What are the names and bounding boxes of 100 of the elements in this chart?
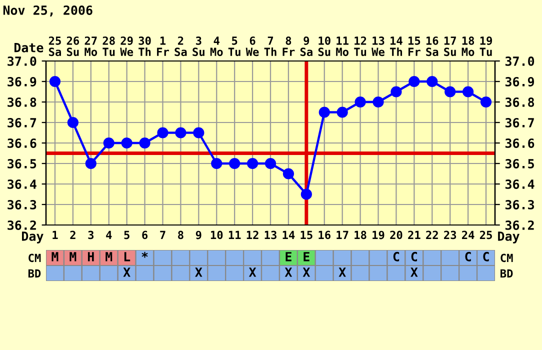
point <box>462 86 474 98</box>
x-tick-label: 22 <box>426 230 438 239</box>
text: X <box>410 268 418 277</box>
category-label: BD <box>500 269 513 278</box>
x2-tick-label: 25 Sa <box>48 36 61 56</box>
x-tick-label: 6 <box>142 230 148 240</box>
x2-tick-label: 27 Mo <box>84 36 98 56</box>
text: L <box>124 252 130 262</box>
y-tick-label: 36.8 <box>8 97 36 107</box>
text: M <box>70 252 76 262</box>
x-tick-label: 4 <box>106 230 112 239</box>
x-tick-label: 1 <box>52 230 58 239</box>
x2-tick-label: 7 Th <box>264 36 276 56</box>
x2-tick-label: 8 Fr <box>282 36 295 56</box>
x2-tick-label: 6 We <box>246 36 259 56</box>
x2-tick-label: 4 Mo <box>210 36 223 56</box>
point <box>264 158 276 170</box>
y2-tick-label: 36.6 <box>505 138 534 148</box>
point <box>157 127 168 138</box>
text: X <box>195 268 202 277</box>
x2-tick-label: 18 Mo <box>462 36 474 56</box>
x-tick-label: 14 <box>282 230 295 239</box>
y-tick-label: 36.6 <box>8 138 36 148</box>
x-tick-label: 3 <box>88 230 94 240</box>
x-tick-label: 20 <box>390 230 402 240</box>
point <box>193 127 204 138</box>
text: M <box>106 252 112 262</box>
text: Day <box>498 232 520 244</box>
category-label: CM <box>28 254 41 262</box>
y-tick-label: 37.0 <box>8 56 36 66</box>
x-tick-label: 10 <box>210 230 223 240</box>
x-tick-label: 23 <box>444 230 456 240</box>
point <box>480 96 492 108</box>
y2-tick-label: 36.7 <box>505 118 534 128</box>
x-tick-label: 9 <box>196 230 202 240</box>
x-tick-label: 15 <box>300 230 312 240</box>
x2-tick-label: 16 Sa <box>426 36 438 56</box>
y2-tick-label: 37.0 <box>505 56 534 66</box>
x2-tick-label: 19 Tu <box>480 36 492 56</box>
point <box>408 76 420 88</box>
x-tick-label: 16 <box>318 230 330 240</box>
text: X <box>302 268 310 277</box>
y2-tick-label: 36.3 <box>505 200 534 210</box>
text: X <box>123 268 130 277</box>
x2-tick-label: 30 Th <box>138 36 151 56</box>
x2-tick-label: 10 Su <box>318 36 330 56</box>
x2-axis-title: Date <box>14 43 44 52</box>
x-tick-label: 11 <box>228 230 241 239</box>
y2-tick-label: 36.2 <box>505 220 534 230</box>
x-tick-label: 17 <box>336 230 348 239</box>
y-tick-label: 36.9 <box>8 76 36 86</box>
point <box>300 188 312 200</box>
text: C <box>393 252 400 262</box>
y2-tick-label: 36.5 <box>505 158 534 168</box>
x-axis-title: Day <box>22 232 44 244</box>
x-tick-label: 12 <box>246 230 258 239</box>
x-tick-label: 24 <box>462 230 474 239</box>
x-tick-label: 19 <box>372 230 384 240</box>
x2-tick-label: 1 Fr <box>157 36 169 56</box>
text: C <box>483 252 489 262</box>
y-tick-label: 36.4 <box>8 179 36 189</box>
x2-tick-label: 15 Fr <box>408 36 420 56</box>
point <box>229 158 240 170</box>
x2-tick-label: 14 Th <box>390 36 402 56</box>
x2-tick-label: 2 Sa <box>174 36 187 56</box>
y-tick-label: 36.3 <box>8 200 36 210</box>
text: X <box>248 268 256 277</box>
text: C <box>411 252 418 262</box>
point <box>372 96 384 108</box>
x2-tick-label: 26 Su <box>66 36 80 56</box>
text: C <box>465 252 471 262</box>
point <box>139 137 150 149</box>
text: H <box>88 252 94 262</box>
x-tick-label: 13 <box>264 230 276 240</box>
y-tick-label: 36.5 <box>8 158 36 168</box>
point <box>444 86 456 98</box>
x2-tick-label: 9 Sa <box>300 36 312 56</box>
point <box>175 127 186 138</box>
x2-tick-label: 11 Mo <box>336 36 348 56</box>
x-tick-label: 21 <box>408 230 420 239</box>
text: X <box>338 268 346 277</box>
text: * <box>142 252 148 258</box>
y2-tick-label: 36.9 <box>505 76 534 86</box>
point <box>211 158 222 170</box>
point <box>426 76 438 88</box>
x2-tick-label: 12 Tu <box>354 36 366 56</box>
y2-tick-label: 36.8 <box>505 97 534 107</box>
x-tick-label: 18 <box>354 230 366 240</box>
point <box>318 106 330 118</box>
category-label: BD <box>28 269 41 278</box>
text: M <box>52 252 58 262</box>
point <box>103 137 114 149</box>
point <box>354 96 366 108</box>
category-label: CM <box>500 254 513 262</box>
y-tick-label: 36.7 <box>8 118 36 128</box>
x2-tick-label: 28 Tu <box>102 36 115 56</box>
point <box>282 168 294 180</box>
x-tick-label: 8 <box>178 230 184 240</box>
point <box>49 76 61 88</box>
text: E <box>304 252 310 262</box>
